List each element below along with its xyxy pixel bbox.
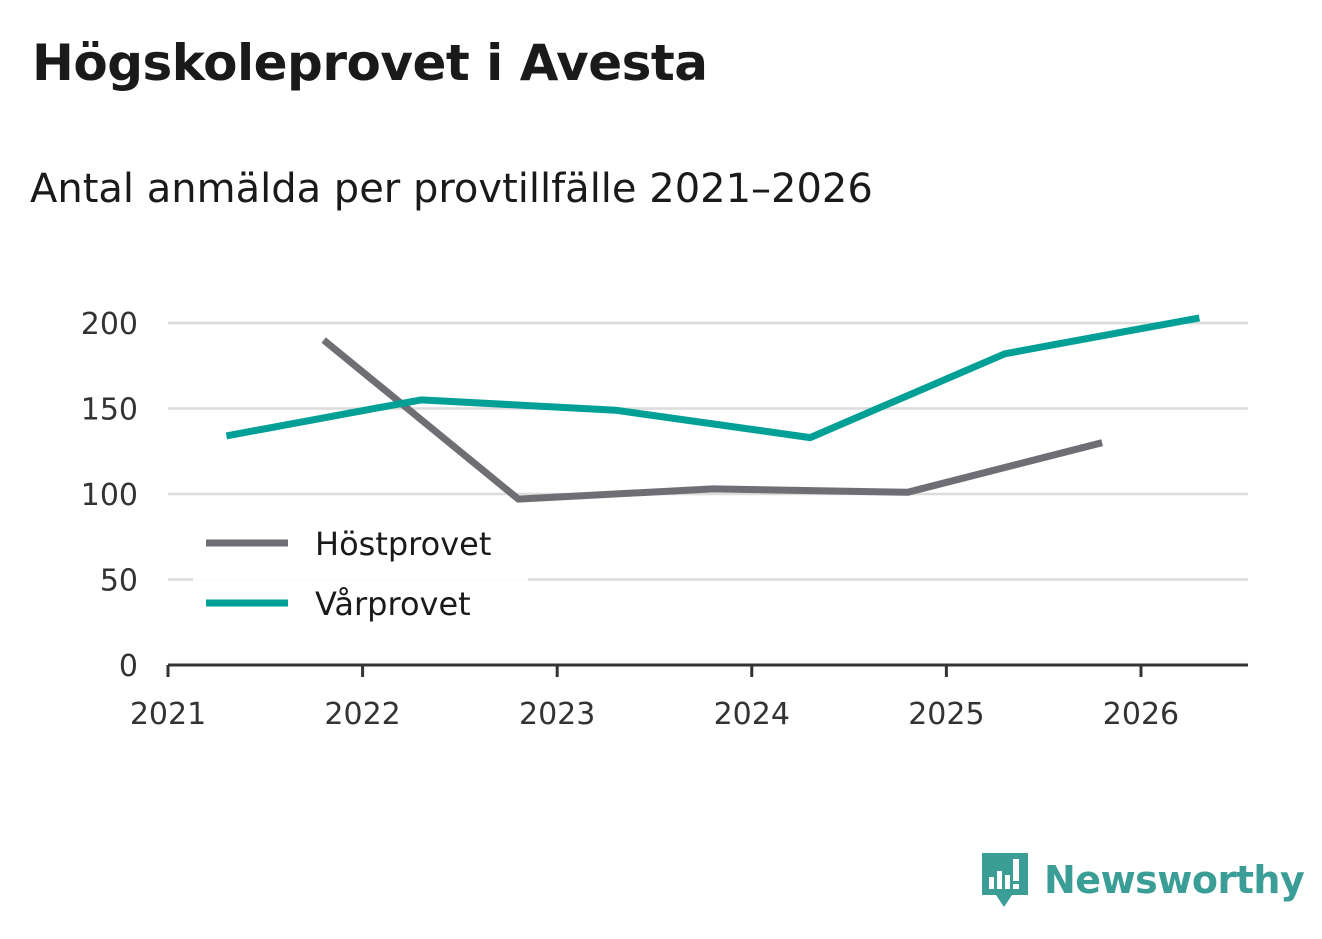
series-lines [225,314,1201,503]
series-line-v-rprovet [225,314,1201,442]
chart-subtitle: Antal anmälda per provtillfälle 2021–202… [30,166,873,212]
newsworthy-logo: Newsworthy [980,850,1305,910]
y-axis-ticks: 0 50 100 150 200 [81,307,138,684]
legend-label: Höstprovet [315,525,491,563]
x-tick-label: 2021 [130,697,206,732]
y-tick-label: 150 [81,393,138,428]
y-tick-label: 200 [81,307,138,342]
x-tick-label: 2026 [1103,697,1179,732]
x-axis: 2021 2022 2023 2024 2025 2026 [130,663,1248,732]
legend-background [193,520,528,635]
x-tick-label: 2025 [908,697,984,732]
x-tick-label: 2023 [519,697,595,732]
newsworthy-logo-icon [982,853,1028,907]
series-line-h-stprovet [321,337,1103,503]
y-tick-label: 0 [119,649,138,684]
legend-label: Vårprovet [315,585,471,623]
x-tick-label: 2022 [324,697,400,732]
chart-title: Högskoleprovet i Avesta [32,34,708,92]
legend: Höstprovet Vårprovet [193,520,528,635]
x-tick-label: 2024 [714,697,790,732]
y-tick-label: 100 [81,478,138,513]
brand-name: Newsworthy [1044,858,1305,902]
y-tick-label: 50 [100,564,138,599]
